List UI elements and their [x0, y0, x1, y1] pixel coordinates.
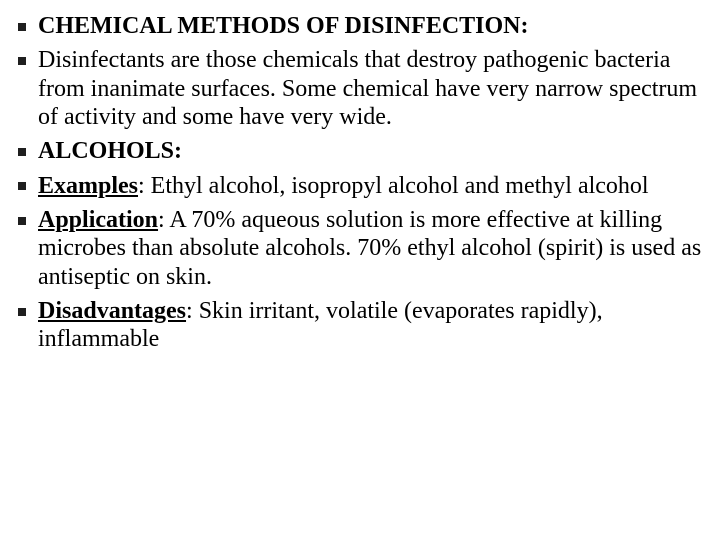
- bullet-lead: Examples: [38, 173, 138, 199]
- bullet-lead: ALCOHOLS:: [38, 138, 182, 164]
- bullet-rest: : Ethyl alcohol, isopropyl alcohol and m…: [138, 173, 649, 199]
- bullet-lead: Disadvantages: [38, 298, 186, 324]
- bullet-item: Examples: Ethyl alcohol, isopropyl alcoh…: [18, 172, 710, 200]
- bullet-item: Disinfectants are those chemicals that d…: [18, 46, 710, 131]
- slide-body: CHEMICAL METHODS OF DISINFECTION: Disinf…: [0, 0, 720, 540]
- bullet-item: CHEMICAL METHODS OF DISINFECTION:: [18, 12, 710, 40]
- bullet-lead: Application: [38, 207, 158, 233]
- bullet-lead: CHEMICAL METHODS OF DISINFECTION:: [38, 13, 529, 39]
- bullet-item: Disadvantages: Skin irritant, volatile (…: [18, 297, 710, 354]
- bullet-item: ALCOHOLS:: [18, 137, 710, 165]
- bullet-item: Application: A 70% aqueous solution is m…: [18, 206, 710, 291]
- bullet-rest: Disinfectants are those chemicals that d…: [38, 47, 697, 130]
